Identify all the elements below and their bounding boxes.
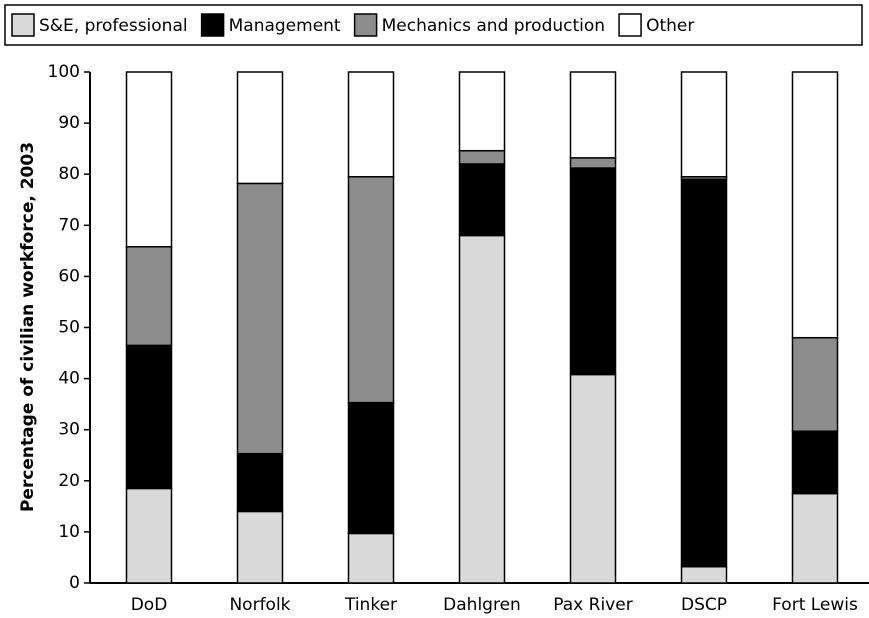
bar-segment bbox=[458, 149, 506, 165]
legend-swatch bbox=[618, 13, 642, 37]
bar-segment bbox=[569, 71, 617, 159]
bar-segment bbox=[125, 71, 173, 248]
bar-segment bbox=[236, 182, 284, 455]
y-axis-label: Percentage of civilian workforce, 2003 bbox=[18, 142, 38, 512]
legend-label: Other bbox=[646, 16, 694, 36]
bar-segment bbox=[458, 163, 506, 237]
bar-segment bbox=[236, 71, 284, 185]
bar-segment bbox=[458, 71, 506, 152]
bar-segment bbox=[569, 167, 617, 376]
legend-label: Management bbox=[229, 16, 341, 36]
bar-segment bbox=[791, 71, 839, 339]
bar-segment bbox=[791, 492, 839, 584]
x-tick-label: Pax River bbox=[553, 595, 632, 615]
legend-swatch bbox=[353, 13, 378, 37]
y-tick-label: 90 bbox=[58, 113, 80, 133]
x-tick-label: DSCP bbox=[681, 595, 727, 615]
bar-segment bbox=[569, 157, 617, 169]
y-tick-label: 30 bbox=[58, 420, 80, 440]
legend-label: S&E, professional bbox=[39, 16, 188, 36]
bar-segment bbox=[125, 344, 173, 490]
bar-segment bbox=[347, 401, 395, 535]
y-tick-label: 70 bbox=[58, 215, 80, 235]
y-tick-label: 60 bbox=[58, 266, 80, 286]
bar-segment bbox=[236, 452, 284, 513]
bar-segment bbox=[680, 565, 728, 584]
bar-segment bbox=[347, 71, 395, 178]
bar-segment bbox=[125, 487, 173, 584]
bar-segment bbox=[680, 71, 728, 178]
y-tick-label: 0 bbox=[69, 573, 80, 593]
bar-segment bbox=[347, 176, 395, 404]
x-tick-label: DoD bbox=[131, 595, 168, 615]
bar-segment bbox=[569, 373, 617, 584]
legend-swatch bbox=[11, 13, 35, 37]
x-tick-label: Dahlgren bbox=[443, 595, 521, 615]
y-tick-label: 20 bbox=[58, 471, 80, 491]
y-tick-label: 10 bbox=[58, 522, 80, 542]
bar-segment bbox=[347, 532, 395, 584]
y-tick-label: 50 bbox=[58, 318, 80, 338]
bar-segment bbox=[236, 510, 284, 584]
x-tick-label: Tinker bbox=[344, 595, 397, 615]
legend-swatch bbox=[200, 13, 225, 37]
bar-segment bbox=[791, 430, 839, 495]
legend-box bbox=[4, 4, 863, 46]
legend-label: Mechanics and production bbox=[382, 16, 605, 36]
y-tick-label: 40 bbox=[58, 369, 80, 389]
bar-segment bbox=[680, 178, 728, 568]
x-tick-label: Norfolk bbox=[229, 595, 290, 615]
bar-segment bbox=[458, 234, 506, 584]
bar-segment bbox=[125, 246, 173, 347]
y-tick-label: 80 bbox=[58, 164, 80, 184]
bar-segment bbox=[791, 336, 839, 432]
y-tick-label: 100 bbox=[48, 62, 80, 82]
x-tick-label: Fort Lewis bbox=[772, 595, 858, 615]
